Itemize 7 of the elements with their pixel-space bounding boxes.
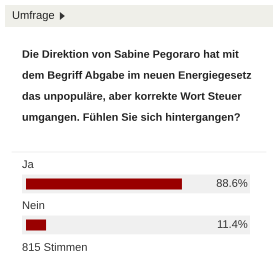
y-tick-label: Nein [22, 200, 44, 210]
data-label: 11.4% [218, 220, 248, 228]
chart-title: Umfrage [12, 10, 54, 22]
y-tick-label: Ja [22, 160, 34, 168]
chart-subtitle: Die Direktion von Sabine Pegoraro hat mit dem Begriff Abgabe im neuen Energiegesetz das unpopuläre, aber korrekte Wort Steuer umgangen. Fühlen Sie sich hintergangen? [22, 50, 252, 124]
data-label: 88.6% [216, 179, 248, 187]
annotation: 815 Stimmen [22, 242, 87, 251]
